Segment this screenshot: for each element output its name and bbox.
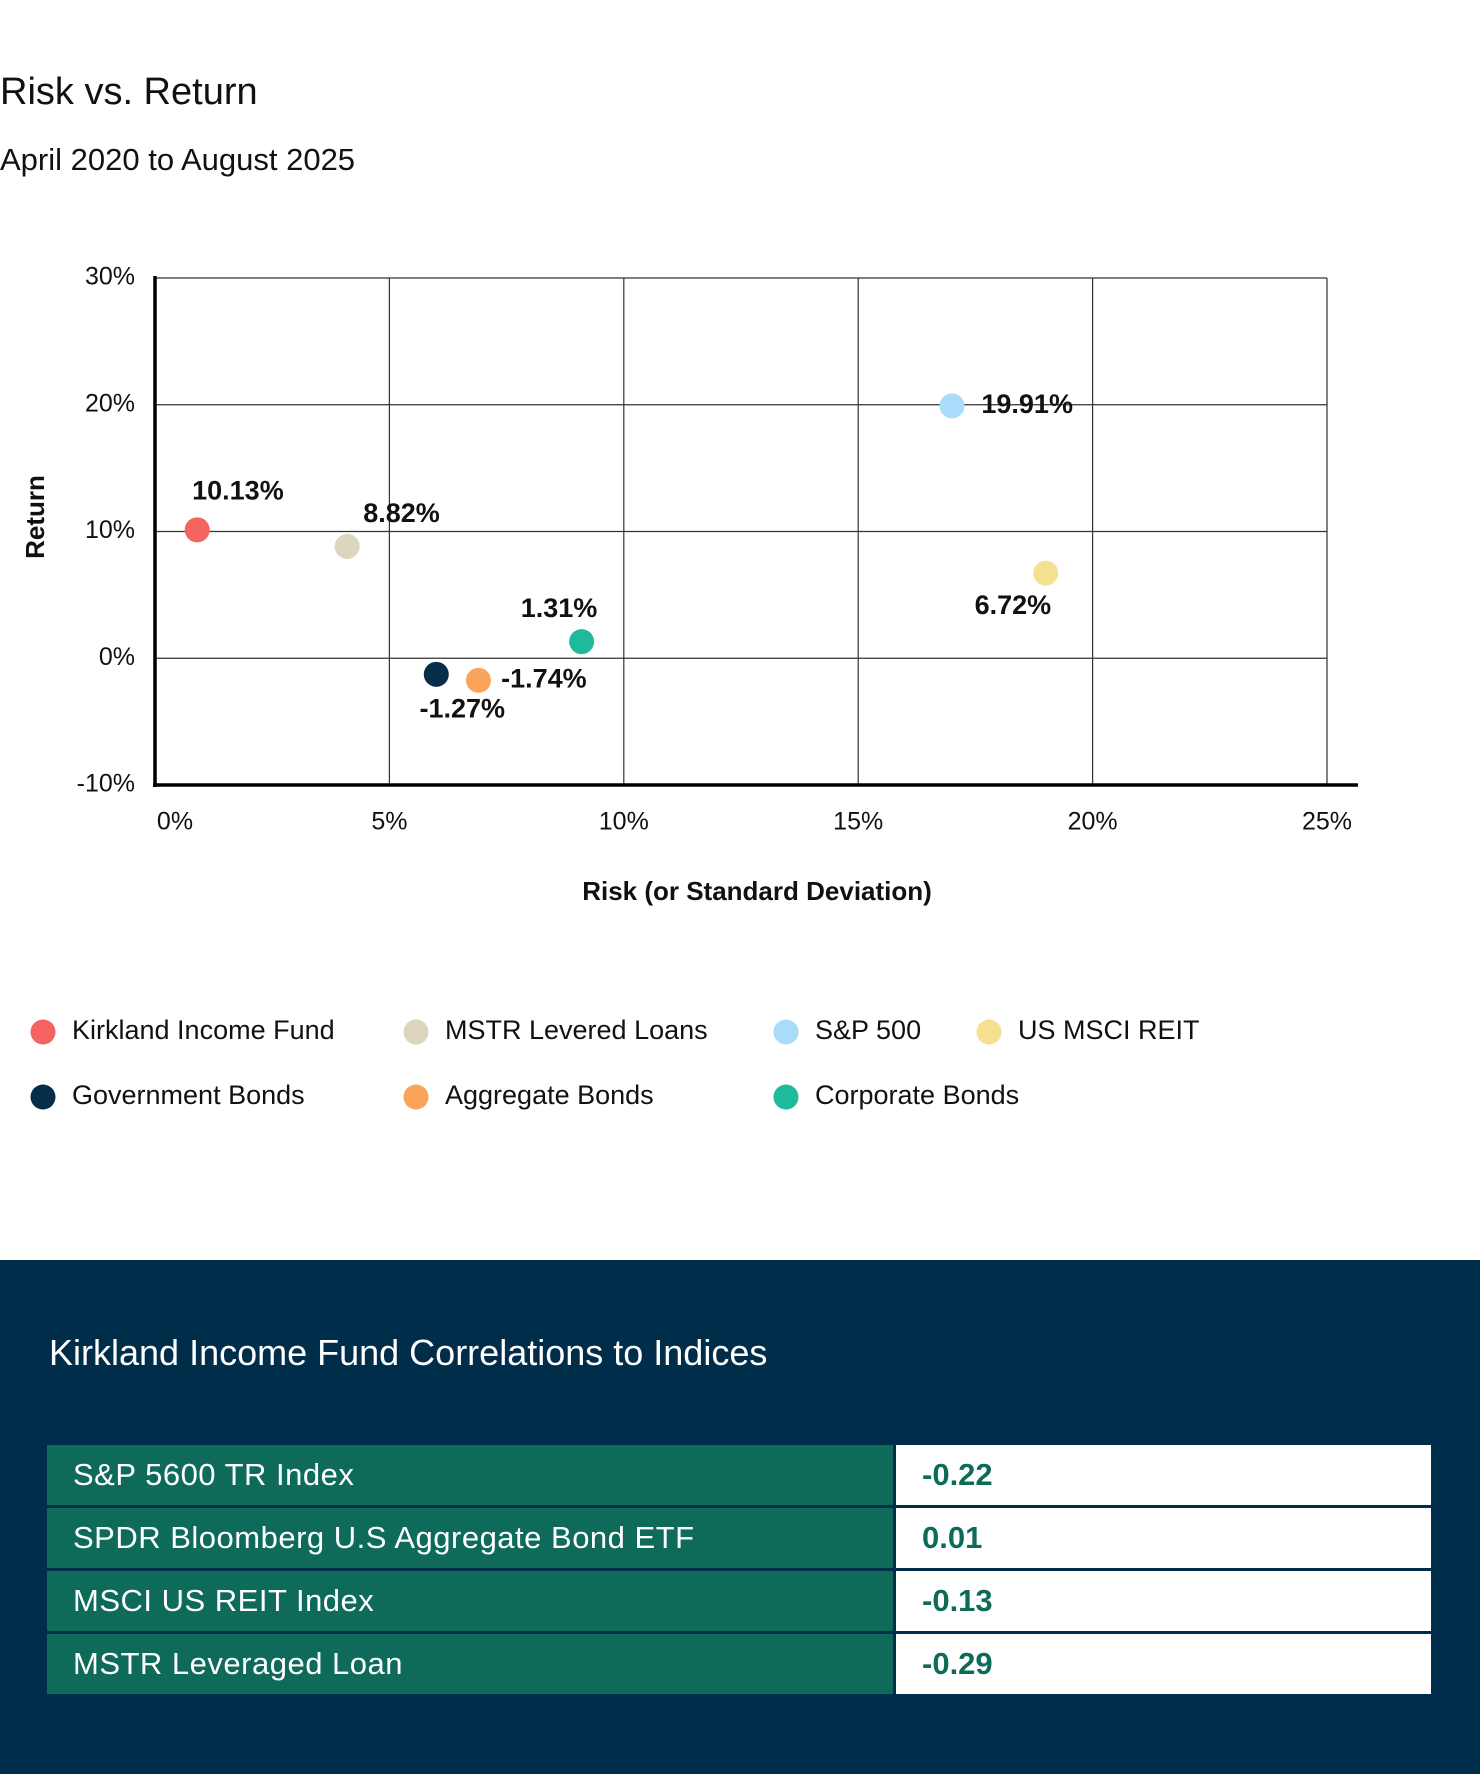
- point: [569, 629, 595, 655]
- legend-label: US MSCI REIT: [1018, 1015, 1200, 1045]
- y-tick-label: -10%: [77, 770, 135, 798]
- legend-marker: [403, 1084, 429, 1110]
- index-name: MSTR Leveraged Loan: [47, 1634, 893, 1694]
- index-name: S&P 5600 TR Index: [47, 1445, 893, 1505]
- x-axis-label: Risk (or Standard Deviation): [582, 876, 932, 906]
- y-tick-label: 10%: [85, 516, 135, 544]
- point: [465, 667, 491, 693]
- x-tick-label: 15%: [833, 808, 883, 836]
- legend-label: Kirkland Income Fund: [72, 1015, 335, 1045]
- correlation-value: -0.22: [896, 1445, 1431, 1505]
- data-label: 19.91%: [981, 389, 1073, 419]
- legend-marker: [403, 1019, 429, 1045]
- data-label: -1.27%: [420, 694, 506, 724]
- legend-marker: [30, 1084, 56, 1110]
- legend-label: Aggregate Bonds: [445, 1080, 654, 1110]
- chart-title: Risk vs. Return: [0, 71, 258, 113]
- y-axis-label: Return: [20, 475, 50, 559]
- x-tick-label: 25%: [1302, 808, 1352, 836]
- chart: Risk vs. Return April 2020 to August 202…: [0, 71, 1358, 1110]
- legend-label: Corporate Bonds: [815, 1080, 1019, 1110]
- correlation-value: -0.13: [896, 1571, 1431, 1631]
- data-label: 8.82%: [363, 498, 440, 528]
- y-tick-label: 20%: [85, 389, 135, 417]
- legend-marker: [976, 1019, 1002, 1045]
- correlation-value: 0.01: [896, 1508, 1431, 1568]
- data-label: 1.31%: [521, 593, 598, 623]
- index-name: SPDR Bloomberg U.S Aggregate Bond ETF: [47, 1508, 893, 1568]
- legend-marker: [773, 1084, 799, 1110]
- point: [423, 661, 449, 687]
- index-name: MSCI US REIT Index: [47, 1571, 893, 1631]
- x-tick-label: 10%: [599, 808, 649, 836]
- legend-marker: [30, 1019, 56, 1045]
- correlation-value: -0.29: [896, 1634, 1431, 1694]
- data-label: -1.74%: [501, 663, 587, 693]
- y-tick-label: 0%: [99, 643, 135, 671]
- data-label: 10.13%: [192, 476, 284, 506]
- legend-label: Government Bonds: [72, 1080, 305, 1110]
- table-title: Kirkland Income Fund Correlations to Ind…: [49, 1332, 768, 1373]
- y-tick-label: 30%: [85, 263, 135, 291]
- point: [939, 393, 965, 419]
- legend-marker: [773, 1019, 799, 1045]
- data-label: 6.72%: [975, 590, 1052, 620]
- point: [184, 517, 210, 543]
- point: [334, 533, 360, 559]
- chart-subtitle: April 2020 to August 2025: [0, 142, 355, 177]
- x-tick-label: 0%: [157, 808, 193, 836]
- legend-label: MSTR Levered Loans: [445, 1015, 708, 1045]
- legend-label: S&P 500: [815, 1015, 921, 1045]
- x-tick-label: 5%: [371, 808, 407, 836]
- x-tick-label: 20%: [1068, 808, 1118, 836]
- point: [1033, 560, 1059, 586]
- correlation-section: Kirkland Income Fund Correlations to Ind…: [0, 1260, 1480, 1774]
